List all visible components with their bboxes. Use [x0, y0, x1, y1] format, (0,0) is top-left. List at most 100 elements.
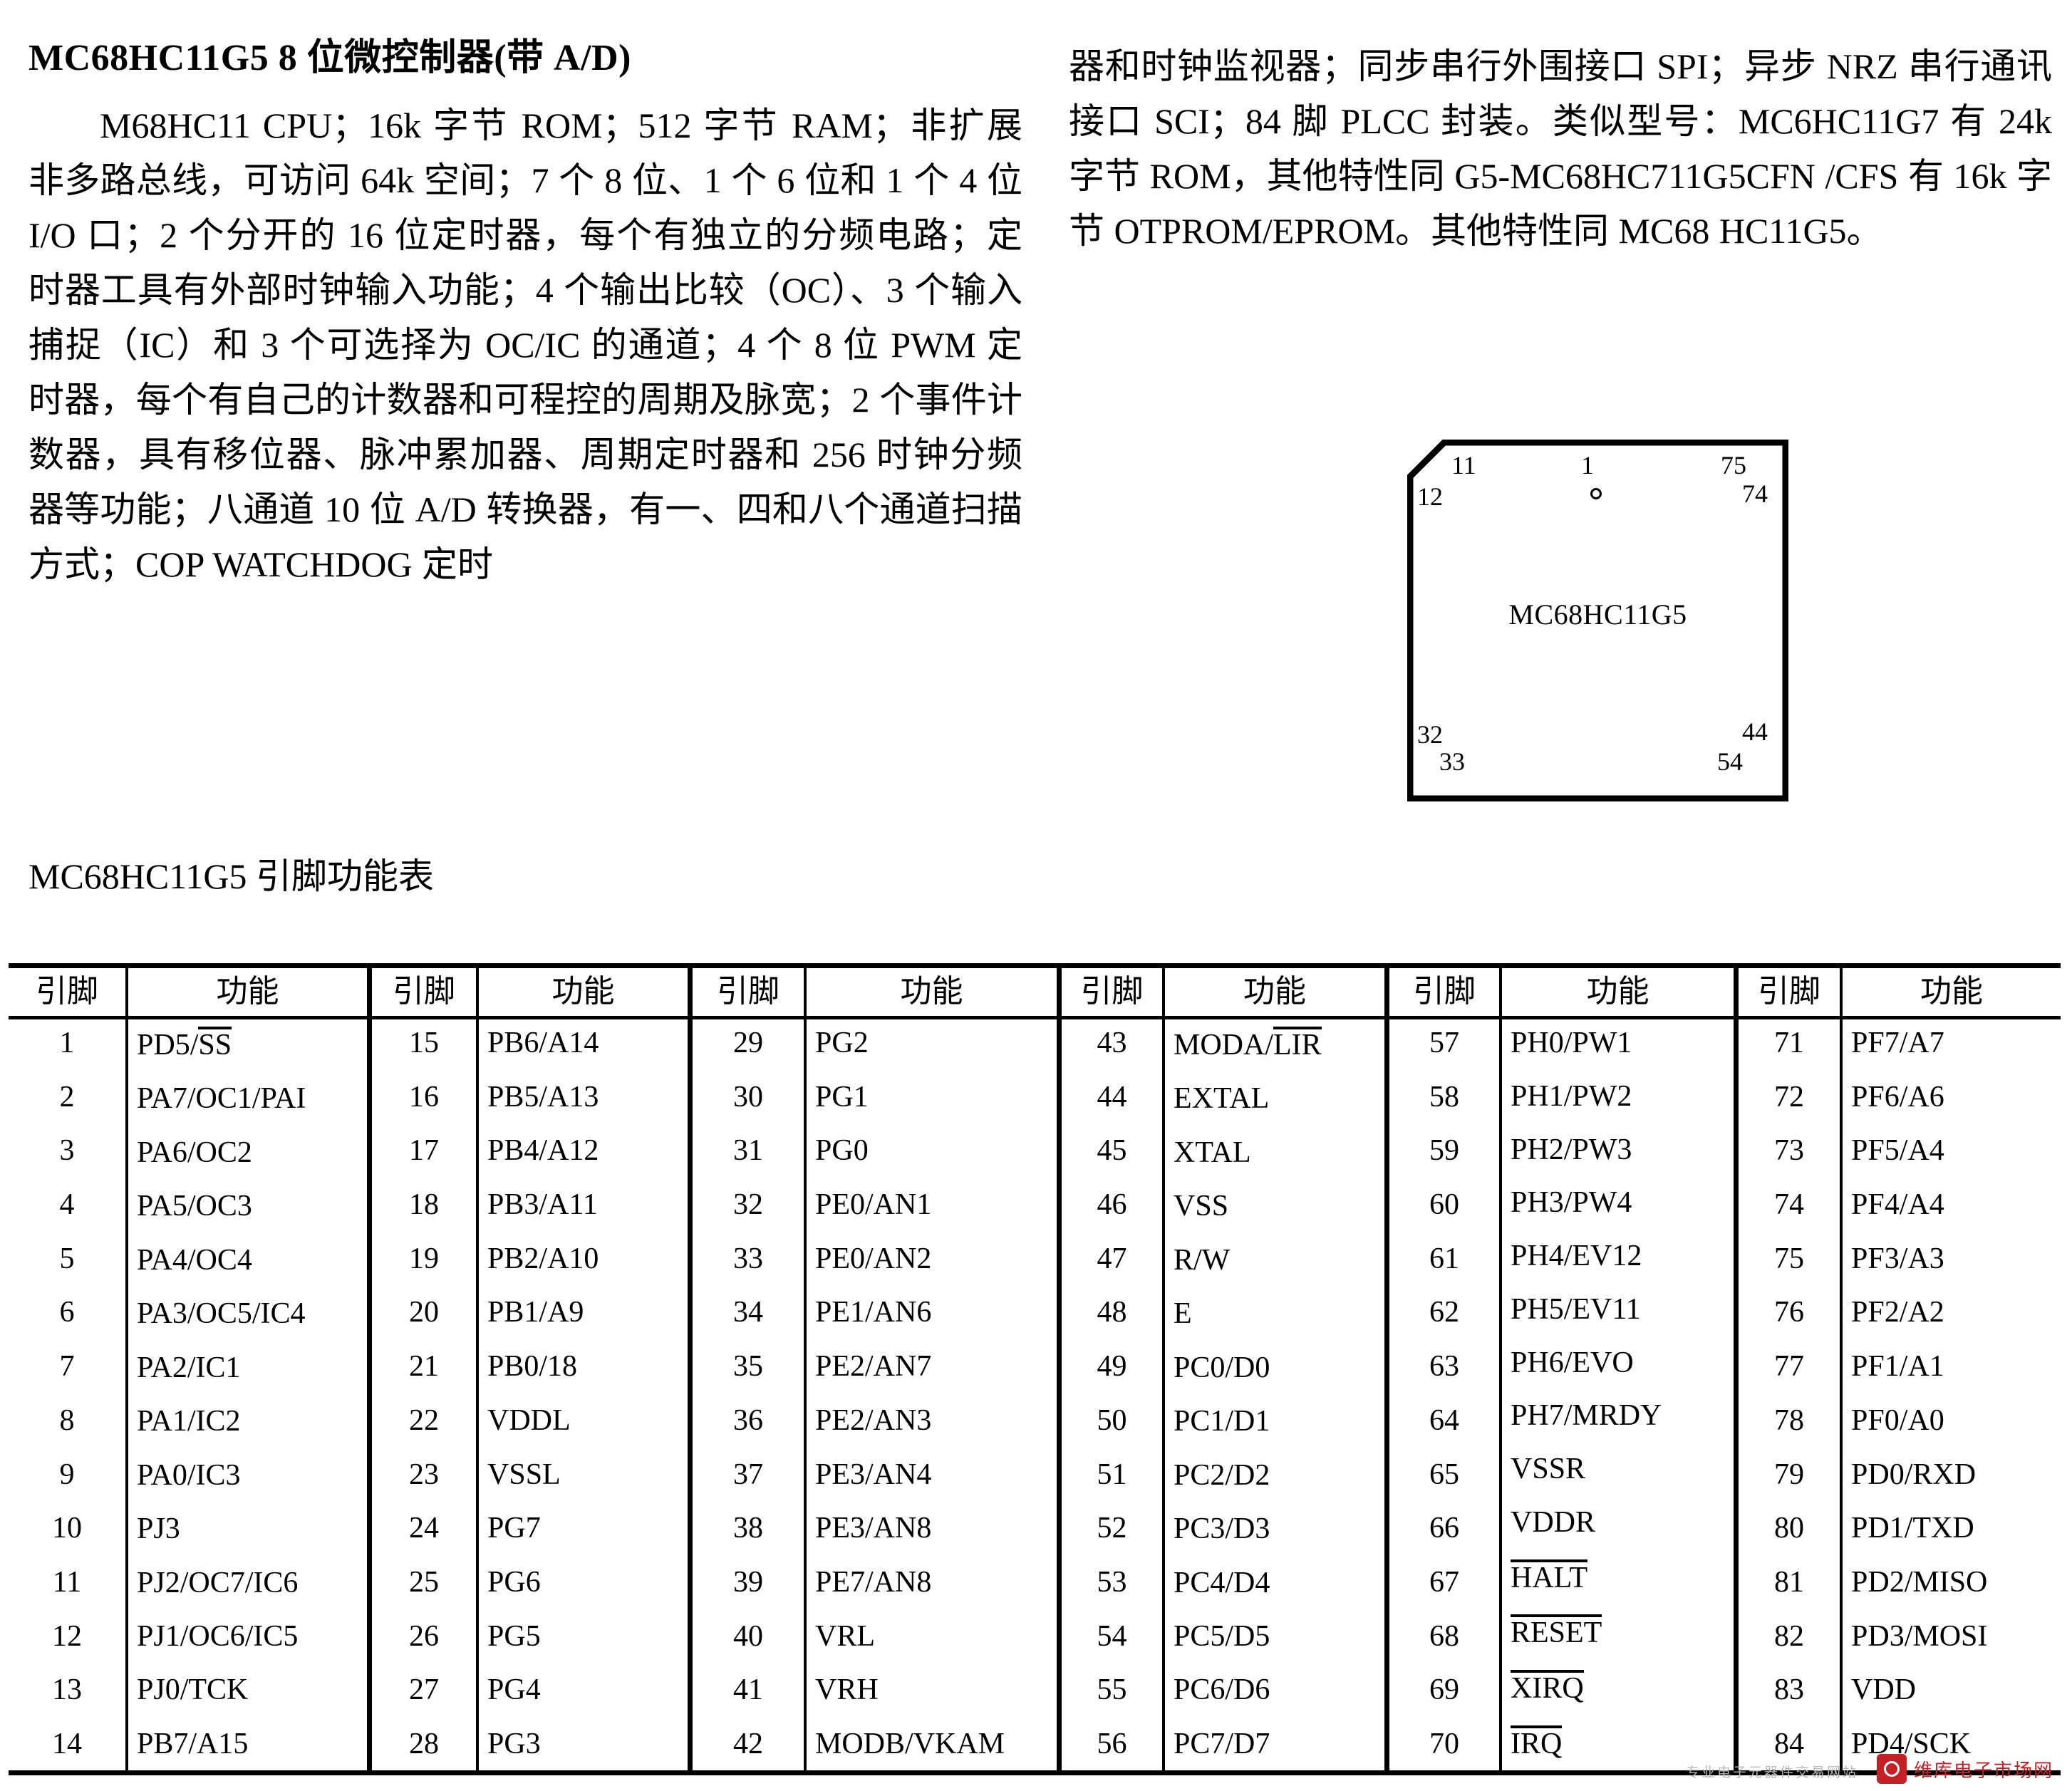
table-header-row: 引脚 功能 — [1389, 968, 1734, 1019]
pin-number-cell: 68 — [1429, 1619, 1459, 1653]
function-name-cell: PB2/A10 — [487, 1242, 599, 1275]
column-header-function: 功能 — [1586, 974, 1649, 1009]
function-name-cell: PA0/IC3 — [137, 1458, 241, 1492]
function-name-cell: PC2/D2 — [1174, 1458, 1270, 1492]
pin-number-cell: 30 — [733, 1080, 763, 1113]
plcc-pin-marker-bottom-left: 33 — [1439, 747, 1465, 776]
function-name-cell: RESET — [1511, 1614, 1734, 1649]
pin-number-cell: 46 — [1097, 1188, 1127, 1222]
pin-number-cell: 57 — [1429, 1027, 1459, 1059]
table-body: 57 58 59 60 61 62 63 64 65 66 67 68 69 70 PH0/PW1 PH1/P… — [1389, 1019, 1734, 1770]
pin-number-cell: 21 — [409, 1350, 439, 1384]
function-name-cell: R/W — [1174, 1243, 1231, 1277]
pin-number-cell: 66 — [1429, 1512, 1459, 1545]
pin-number-cell: 77 — [1774, 1350, 1804, 1384]
function-name-cell: PH3/PW4 — [1511, 1186, 1632, 1220]
function-name-cell: VDD — [1851, 1673, 1916, 1707]
pin-number-cell: 34 — [733, 1296, 763, 1329]
function-name-cell: PJ2/OC7/IC6 — [137, 1566, 299, 1599]
function-name-cell: PE2/AN7 — [815, 1350, 932, 1384]
function-name-cell: PE3/AN8 — [815, 1512, 932, 1545]
footer-subtext: 专业电子元器件交易网站 — [1685, 1765, 1858, 1780]
pin-number-cell: 7 — [59, 1350, 75, 1384]
pin-number-cell: 39 — [733, 1565, 763, 1599]
table-caption: MC68HC11G5 引脚功能表 — [29, 856, 435, 896]
pin-number-cell: 70 — [1429, 1727, 1459, 1760]
column-header-pin: 引脚 — [1389, 968, 1502, 1016]
pin-number-cell: 78 — [1774, 1403, 1804, 1437]
function-name-cell: PB3/A11 — [487, 1188, 598, 1222]
pin-number-cell: 19 — [409, 1242, 439, 1275]
pin-table-block: 引脚 功能 29 30 31 32 33 34 35 36 37 38 39 40 41 42 PG2 PG1 PG… — [693, 968, 1062, 1770]
pin-number-cell: 3 — [59, 1134, 75, 1168]
left-text-column: MC68HC11G5 8 位微控制器(带 A/D) M68HC11 CPU；16… — [29, 38, 1022, 592]
pin-table-block: 引脚 功能 71 72 73 74 75 76 77 78 79 80 81 82 83 84 PF7/A7 PF… — [1739, 968, 2061, 1770]
pin-number-cell: 40 — [733, 1619, 763, 1653]
function-name-cell: EXTAL — [1174, 1082, 1270, 1116]
function-name-cell: XTAL — [1174, 1136, 1251, 1169]
function-name-cell: PG6 — [487, 1565, 541, 1599]
function-name-cell: PA5/OC3 — [137, 1190, 252, 1223]
pin-number-cell: 71 — [1774, 1027, 1804, 1059]
function-name-cell: VSSR — [1511, 1453, 1586, 1486]
pin-number-cell: 49 — [1097, 1350, 1127, 1384]
pin-number-cell: 36 — [733, 1403, 763, 1437]
function-name-cell: PD2/MISO — [1851, 1565, 1988, 1599]
function-name-cell: VRH — [815, 1673, 879, 1707]
function-name-cell: PF1/A1 — [1851, 1350, 1944, 1384]
function-name-column: PH0/PW1 PH1/PW2 PH2/PW3 PH3/PW4 PH4/EV12 PH5/… — [1502, 1019, 1734, 1770]
function-name-cell: PJ1/OC6/IC5 — [137, 1619, 299, 1653]
function-name-cell: PF5/A4 — [1851, 1134, 1944, 1168]
plcc-pin-marker-left-lower: 32 — [1417, 720, 1443, 749]
function-name-column: PG2 PG1 PG0 PE0/AN1 PE0/AN2 PE1/AN6 PE2/AN7 PE2… — [807, 1019, 1057, 1770]
pin-number-cell: 84 — [1774, 1727, 1804, 1760]
pin-number-cell: 12 — [52, 1619, 82, 1653]
pin-number-cell: 65 — [1429, 1458, 1459, 1491]
pin-number-column: 57 58 59 60 61 62 63 64 65 66 67 68 69 70 — [1389, 1019, 1502, 1770]
article-body: MC68HC11G5 8 位微控制器(带 A/D) M68HC11 CPU；16… — [29, 38, 2052, 801]
function-name-cell: PA1/IC2 — [137, 1405, 241, 1438]
pin-number-cell: 9 — [59, 1458, 75, 1491]
function-name-column: PF7/A7 PF6/A6 PF5/A4 PF4/A4 PF3/A3 PF2/A2 PF1/… — [1843, 1019, 2061, 1770]
function-name-cell: PA3/OC5/IC4 — [137, 1297, 306, 1331]
function-name-cell: PH4/EV12 — [1511, 1240, 1642, 1273]
pin-number-cell: 2 — [59, 1080, 75, 1113]
pin-number-cell: 37 — [733, 1458, 763, 1491]
active-low-signal: IRQ — [1511, 1725, 1563, 1759]
plcc-pin-marker-left-upper: 12 — [1417, 482, 1443, 511]
plcc-pin-marker-top-left: 11 — [1451, 451, 1476, 479]
function-name-cell: VRL — [815, 1619, 875, 1653]
pin-number-cell: 25 — [409, 1565, 439, 1599]
active-low-signal: SS — [198, 1027, 232, 1060]
function-name-cell: PF7/A7 — [1851, 1027, 1944, 1059]
pin-number-cell: 61 — [1429, 1242, 1459, 1275]
pin-table-block: 引脚 功能 57 58 59 60 61 62 63 64 65 66 67 68 69 70 PH0/PW1 P… — [1389, 968, 1739, 1770]
column-header-pin: 引脚 — [1739, 968, 1843, 1016]
pin-number-cell: 47 — [1097, 1242, 1127, 1275]
function-name-cell: PA7/OC1/PAI — [137, 1082, 306, 1116]
pin-number-cell: 27 — [409, 1673, 439, 1707]
function-name-cell: PG4 — [487, 1673, 541, 1707]
column-header-pin: 引脚 — [372, 968, 479, 1016]
pin-number-cell: 41 — [733, 1673, 763, 1707]
left-column-paragraph: M68HC11 CPU；16k 字节 ROM；512 字节 RAM；非扩展非多路… — [29, 105, 1022, 584]
pin-number-cell: 23 — [409, 1458, 439, 1491]
function-name-cell: PG0 — [815, 1134, 869, 1168]
function-name-cell: PD5/ SS — [137, 1027, 367, 1061]
pin-number-cell: 14 — [52, 1727, 82, 1760]
table-header-row: 引脚 功能 — [9, 968, 367, 1019]
function-name-cell: PC6/D6 — [1174, 1673, 1270, 1707]
function-name-cell: IRQ — [1511, 1725, 1734, 1760]
site-logo-icon — [1876, 1754, 1907, 1784]
column-header-function: 功能 — [216, 974, 279, 1009]
pin-number-cell: 74 — [1774, 1188, 1804, 1222]
pin-number-cell: 10 — [52, 1512, 82, 1545]
function-name-cell: PF2/A2 — [1851, 1296, 1944, 1329]
pin-number-cell: 42 — [733, 1727, 763, 1760]
active-low-signal: XIRQ — [1511, 1670, 1584, 1703]
function-name-cell: PG7 — [487, 1512, 541, 1545]
function-name-cell: PC7/D7 — [1174, 1727, 1270, 1760]
table-header-row: 引脚 功能 — [1739, 968, 2061, 1019]
pin-number-cell: 51 — [1097, 1458, 1127, 1491]
pin-number-cell: 13 — [52, 1673, 82, 1707]
